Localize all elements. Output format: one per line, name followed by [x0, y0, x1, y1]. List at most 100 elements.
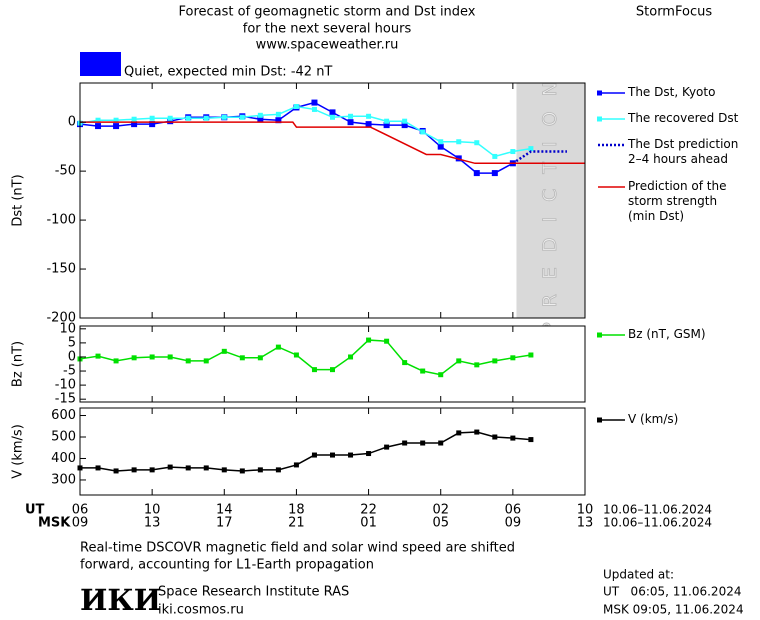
marker — [185, 465, 191, 471]
marker — [473, 170, 480, 177]
marker — [456, 139, 462, 145]
series-line — [79, 339, 532, 376]
x-tick-label: 09 — [72, 516, 89, 531]
date-range: 10.06–11.06.2024 — [603, 516, 712, 530]
marker — [402, 440, 408, 446]
marker — [491, 170, 498, 177]
legend-label: The Dst, Kyoto — [628, 85, 716, 99]
y-axis-label: Bz (nT) — [11, 341, 26, 387]
marker — [528, 352, 534, 358]
marker — [438, 139, 444, 145]
plot-frame — [79, 325, 586, 403]
marker — [275, 344, 281, 350]
marker — [311, 452, 317, 458]
series-line — [512, 150, 567, 165]
marker — [401, 122, 408, 129]
marker — [510, 355, 516, 361]
status-text: Quiet, expected min Dst: -42 nT — [124, 65, 332, 80]
marker — [257, 116, 264, 123]
marker — [185, 358, 191, 364]
title-line: for the next several hours — [243, 22, 412, 37]
prediction-region — [516, 83, 585, 318]
marker — [203, 358, 209, 364]
brand: StormFocus — [636, 5, 712, 20]
marker — [275, 467, 281, 473]
marker — [167, 354, 173, 360]
y-tick-label: -200 — [46, 311, 76, 326]
marker — [167, 464, 173, 470]
marker — [221, 348, 227, 354]
legend-label: V (km/s) — [628, 412, 679, 426]
title-line: Forecast of geomagnetic storm and Dst in… — [178, 5, 475, 20]
y-tick-label: -5 — [63, 364, 76, 379]
series-line — [80, 431, 531, 472]
legend-marker — [597, 90, 602, 96]
marker — [474, 362, 480, 368]
y-tick-label: 10 — [59, 321, 76, 336]
logo: ИКИ — [80, 583, 161, 617]
marker — [257, 355, 263, 361]
y-tick-label: 0 — [68, 349, 76, 364]
marker — [474, 140, 480, 146]
x-tick-label: 05 — [432, 516, 449, 531]
y-tick-label: 500 — [51, 430, 76, 445]
marker — [438, 440, 444, 446]
marker — [348, 452, 354, 458]
date-range: 10.06–11.06.2024 — [603, 503, 712, 517]
marker — [239, 468, 245, 474]
marker — [384, 444, 390, 450]
y-tick-label: -50 — [55, 164, 76, 179]
marker — [329, 109, 336, 116]
x-tick-label: 10 — [577, 503, 594, 518]
marker — [528, 146, 534, 152]
marker — [167, 118, 174, 125]
marker — [347, 119, 354, 126]
marker — [456, 430, 462, 436]
y-tick-label: -15 — [55, 392, 76, 407]
x-tick-label: 22 — [360, 503, 377, 518]
marker — [203, 465, 209, 471]
x-tick-label: 06 — [505, 503, 522, 518]
marker — [492, 434, 498, 440]
legend-label: Bz (nT, GSM) — [628, 327, 706, 341]
y-tick-label: -100 — [46, 213, 76, 228]
marker — [113, 468, 119, 474]
marker — [167, 115, 173, 121]
marker — [95, 123, 102, 130]
marker — [510, 435, 516, 441]
marker — [239, 355, 245, 361]
x-tick-label: 02 — [432, 503, 449, 518]
marker — [113, 358, 119, 364]
marker — [510, 149, 516, 155]
marker — [257, 467, 263, 473]
marker — [293, 104, 299, 109]
plot-frame — [79, 407, 586, 496]
series-line — [79, 105, 532, 158]
marker — [311, 367, 317, 373]
marker — [383, 122, 390, 129]
marker — [348, 113, 354, 119]
marker — [221, 114, 227, 120]
marker — [311, 99, 318, 106]
note: Real-time DSCOVR magnetic field and sola… — [80, 541, 515, 556]
x-tick-label: 01 — [360, 516, 377, 531]
marker — [149, 354, 155, 360]
marker — [275, 117, 282, 124]
marker — [95, 465, 101, 471]
marker — [366, 113, 372, 119]
x-tick-label: 14 — [216, 503, 233, 518]
y-tick-label: 5 — [68, 335, 76, 350]
marker — [384, 118, 390, 124]
marker — [492, 153, 498, 159]
marker — [330, 452, 335, 458]
marker — [330, 367, 335, 373]
x-tick-label: 18 — [288, 503, 305, 518]
marker — [149, 115, 155, 121]
note: forward, accounting for L1-Earth propaga… — [80, 558, 374, 573]
series-line — [80, 121, 585, 165]
updated-label: Updated at: — [603, 568, 674, 582]
x-tick-label: 17 — [216, 516, 233, 531]
x-tick-label: 13 — [577, 516, 594, 531]
marker — [293, 462, 299, 468]
